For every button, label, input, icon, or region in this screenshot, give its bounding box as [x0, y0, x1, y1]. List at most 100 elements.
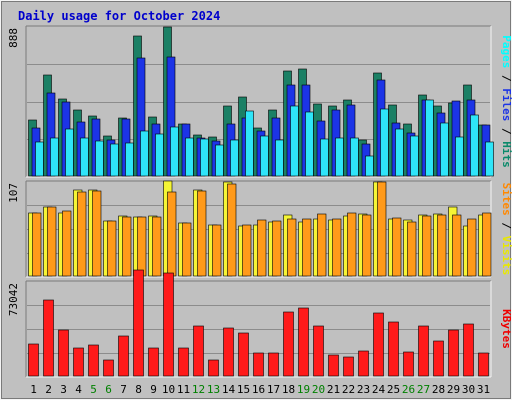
day-label: 17 — [267, 383, 280, 396]
pages-bar — [230, 139, 239, 177]
kbytes-bar — [43, 299, 54, 377]
sites-bar — [317, 213, 327, 277]
kbytes-bar — [343, 356, 354, 377]
day-labels-layer: 1 2 3 4 5 6 7 8 9 10 11 12 13 14 15 16 17 18 19 20 21 22 23 24 2… — [30, 383, 490, 396]
kbytes-bar — [418, 325, 429, 377]
sites-bar — [212, 224, 222, 277]
day-label: 19 — [297, 383, 310, 396]
pages-bar — [245, 110, 254, 177]
pages-bar — [470, 114, 479, 177]
kbytes-bar — [433, 340, 444, 377]
kbytes-bar — [463, 323, 474, 377]
day-label: 20 — [312, 383, 325, 396]
kbytes-bar — [358, 350, 369, 377]
day-label: 31 — [477, 383, 490, 396]
kbytes-bar — [268, 352, 279, 377]
pages-bar — [140, 130, 149, 177]
kbytes-bar — [283, 311, 294, 377]
pages-bar — [185, 137, 194, 177]
sites-bar — [62, 210, 72, 277]
day-label: 22 — [342, 383, 355, 396]
sites-bar — [242, 224, 252, 277]
day-label: 27 — [417, 383, 430, 396]
day-label: 8 — [135, 383, 142, 396]
kbytes-bar — [193, 325, 204, 377]
hits-panel: 888 Pages / Files / Hits — [7, 25, 512, 178]
pages-bar — [395, 128, 404, 177]
pages-bar — [80, 137, 89, 177]
kbytes-bar — [163, 272, 174, 377]
day-label: 14 — [222, 383, 236, 396]
pages-bar — [335, 137, 344, 177]
panels-layer: 888 Pages / Files / Hits 107 Sites / Visits… — [7, 25, 512, 378]
sites-bar — [347, 212, 357, 277]
sites-bar — [467, 218, 477, 277]
sites-bar — [362, 214, 372, 277]
day-label: 23 — [357, 383, 370, 396]
kbytes-bar — [73, 347, 84, 377]
kbytes-bar — [178, 347, 189, 377]
day-label: 7 — [120, 383, 127, 396]
chart-title: Daily usage for October 2024 — [18, 9, 220, 23]
day-label: 6 — [105, 383, 112, 396]
visits-panel-side-label-part: / — [500, 216, 512, 236]
day-label: 5 — [90, 383, 97, 396]
kbytes-panel-side-label: KBytes — [500, 309, 512, 349]
day-label: 29 — [447, 383, 460, 396]
sites-bar — [227, 183, 237, 277]
kbytes-bar — [223, 327, 234, 377]
sites-bar — [407, 221, 417, 277]
pages-bar — [290, 105, 299, 177]
kbytes-bar — [118, 335, 129, 377]
sites-bar — [152, 216, 162, 277]
visits-panel-side-label-part: Visits — [500, 236, 512, 276]
kbytes-bar — [103, 359, 114, 377]
day-label: 9 — [150, 383, 157, 396]
day-label: 1 — [30, 383, 37, 396]
kbytes-bar — [58, 329, 69, 377]
sites-bar — [302, 218, 312, 277]
kbytes-bar — [328, 354, 339, 377]
sites-bar — [107, 220, 117, 277]
pages-bar — [365, 155, 374, 177]
pages-bar — [110, 143, 119, 177]
sites-bar — [77, 191, 87, 277]
day-label: 30 — [462, 383, 475, 396]
day-label: 11 — [177, 383, 190, 396]
sites-bar — [257, 219, 267, 277]
sites-bar — [437, 214, 447, 277]
sites-bar — [482, 212, 492, 277]
pages-bar — [65, 128, 74, 177]
sites-bar — [452, 214, 462, 277]
pages-bar — [425, 99, 434, 177]
pages-bar — [95, 140, 104, 177]
hits-panel-side-label-part: / — [500, 68, 512, 88]
chart-bevel-dark — [1, 1, 511, 399]
kbytes-panel-ymax-label: 73042 — [7, 283, 20, 316]
sites-bar — [137, 216, 147, 277]
day-label: 18 — [282, 383, 295, 396]
kbytes-bar — [133, 269, 144, 377]
pages-bar — [350, 137, 359, 177]
day-label: 3 — [60, 383, 67, 396]
kbytes-bar — [238, 332, 249, 377]
kbytes-panel: 73042 KBytes — [7, 269, 512, 378]
pages-bar — [320, 138, 329, 177]
pages-bar — [440, 122, 449, 177]
hits-panel-side-label-part: Hits — [500, 141, 512, 168]
pages-bar — [50, 137, 59, 177]
visits-panel-side-label-part: Sites — [500, 183, 512, 216]
pages-bar — [305, 111, 314, 177]
visits-panel-ymax-label: 107 — [7, 183, 20, 203]
pages-bar — [35, 141, 44, 177]
sites-bar — [47, 206, 57, 277]
sites-bar — [422, 215, 432, 277]
sites-bar — [182, 222, 192, 277]
sites-bar — [332, 218, 342, 277]
kbytes-bar — [298, 307, 309, 377]
hits-panel-side-label-part: Files — [500, 88, 512, 121]
day-label: 28 — [432, 383, 445, 396]
sites-bar — [197, 190, 207, 277]
pages-bar — [275, 139, 284, 177]
